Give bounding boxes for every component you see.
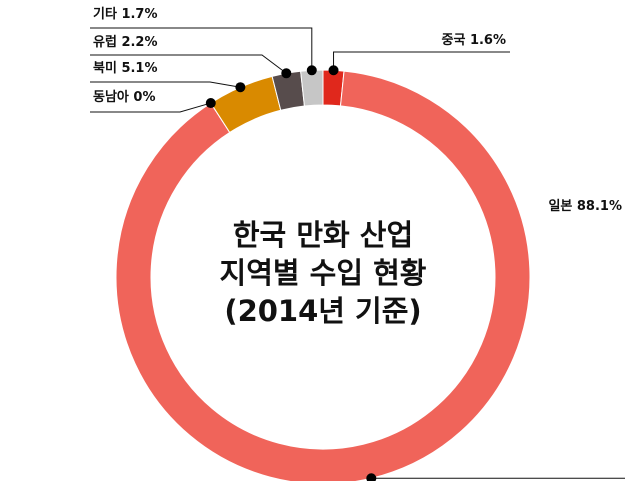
leader-dot — [205, 98, 216, 109]
label-category: 유럽 — [93, 35, 117, 50]
label-value: 1.6% — [470, 33, 506, 48]
data-label: 기타 1.7% — [93, 6, 158, 22]
label-value: 5.1% — [121, 61, 157, 76]
chart-title: (2014년 기준) — [224, 294, 421, 328]
leader-line — [90, 81, 241, 88]
label-category: 북미 — [93, 60, 117, 76]
donut-slice — [300, 69, 324, 107]
leader-line — [333, 51, 510, 71]
chart-title: 지역별 수입 현황 — [220, 256, 427, 290]
chart-title: 한국 만화 산업 — [233, 218, 413, 252]
label-value: 88.1% — [577, 199, 622, 214]
data-label: 일본 88.1% — [548, 199, 622, 214]
leader-dot — [281, 68, 292, 79]
label-category: 중국 — [441, 33, 465, 48]
leader-dot — [306, 65, 317, 76]
leader-dot — [235, 82, 246, 93]
leader-line — [90, 102, 211, 113]
label-value: 2.2% — [121, 35, 157, 50]
donut-slice — [115, 70, 531, 481]
label-category: 동남아 — [93, 89, 129, 105]
data-label: 유럽 2.2% — [93, 35, 158, 50]
label-category: 일본 — [548, 199, 572, 214]
label-value: 1.7% — [121, 7, 157, 22]
leader-line — [90, 27, 313, 71]
data-label: 북미 5.1% — [93, 60, 158, 76]
leader-dot — [366, 473, 377, 481]
label-value: 0% — [133, 90, 155, 105]
leader-dot — [328, 65, 339, 76]
leader-line — [90, 54, 287, 74]
data-label: 동남아 0% — [93, 89, 156, 105]
label-category: 기타 — [93, 6, 117, 22]
data-label: 중국 1.6% — [441, 33, 506, 48]
